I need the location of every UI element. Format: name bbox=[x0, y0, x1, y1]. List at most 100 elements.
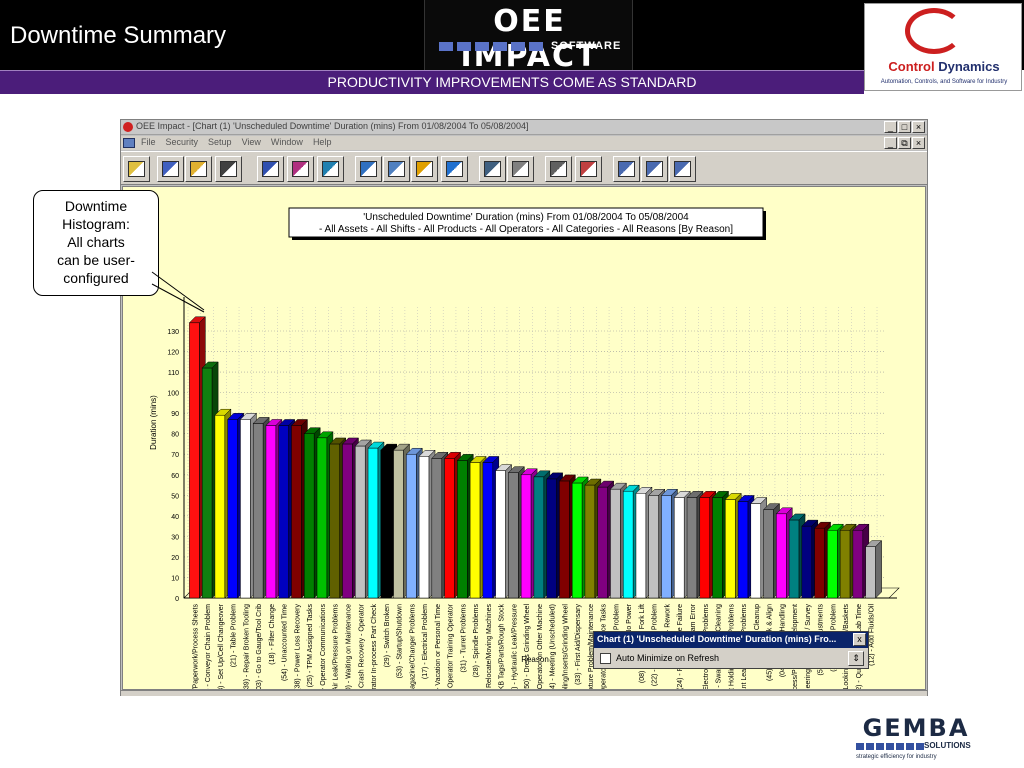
bar-front bbox=[584, 484, 596, 599]
x-tick-label: (33) - First Aid/Dispensary bbox=[575, 604, 582, 685]
bar-front bbox=[610, 488, 621, 599]
x-tick-label: (29) - Switch Broken bbox=[384, 604, 391, 668]
bar-front bbox=[482, 462, 494, 599]
document-icon[interactable] bbox=[123, 138, 135, 148]
y-tick-label: 130 bbox=[167, 329, 179, 336]
auto-minimize-checkbox[interactable] bbox=[600, 653, 611, 664]
window-cascade-button[interactable] bbox=[613, 156, 640, 182]
bar-chart-icon bbox=[162, 161, 179, 177]
child-close-button[interactable]: × bbox=[912, 137, 925, 149]
print-button[interactable] bbox=[545, 156, 572, 182]
bar-front bbox=[431, 458, 443, 599]
x-tick-label: (53) - Startup/Shutdown bbox=[397, 604, 404, 678]
save-icon bbox=[220, 161, 237, 177]
bar-front bbox=[457, 460, 468, 599]
y-tick-label: 110 bbox=[168, 370, 179, 377]
bar-front bbox=[520, 474, 532, 599]
angle-tool-button[interactable] bbox=[355, 156, 382, 182]
blank-page-icon bbox=[512, 161, 529, 177]
arrow-tool-button[interactable] bbox=[441, 156, 468, 182]
table-chart-button[interactable] bbox=[287, 156, 314, 182]
chart-title: 'Unscheduled Downtime' Duration (mins) F… bbox=[363, 212, 689, 223]
bar-front bbox=[495, 470, 506, 599]
save-button[interactable] bbox=[215, 156, 242, 182]
callout-line-2: Histogram: bbox=[62, 216, 130, 232]
popup-close-button[interactable]: x bbox=[853, 633, 866, 646]
x-tick-label: (44) - Rework bbox=[664, 604, 671, 647]
open-folder-button[interactable] bbox=[185, 156, 212, 182]
window-tile-v-button[interactable] bbox=[669, 156, 696, 182]
y-tick-label: 80 bbox=[171, 432, 179, 439]
control-dynamics-logo: Control Dynamics Automation, Controls, a… bbox=[864, 3, 1022, 91]
x-tick-label: (05) - Operator Communications bbox=[320, 604, 327, 689]
open-folder-icon bbox=[190, 161, 207, 177]
child-restore-button[interactable]: ⧉ bbox=[898, 137, 911, 149]
child-minimize-button[interactable]: _ bbox=[884, 137, 897, 149]
cd-logo-tagline: Automation, Controls, and Software for I… bbox=[880, 79, 1008, 85]
bar-side bbox=[875, 540, 882, 599]
menu-view[interactable]: View bbox=[241, 137, 261, 147]
chart-area: 'Unscheduled Downtime' Duration (mins) F… bbox=[122, 186, 926, 744]
bar-front bbox=[406, 453, 417, 599]
bar-front bbox=[329, 443, 340, 599]
popup-title: Chart (1) 'Unscheduled Downtime' Duratio… bbox=[594, 632, 868, 648]
x-tick-label: (40) - Vacation or Personal Time bbox=[435, 604, 442, 689]
app-window: OEE Impact - [Chart (1) 'Unscheduled Dow… bbox=[120, 119, 928, 744]
menu-help[interactable]: Help bbox=[312, 137, 332, 147]
bar-front bbox=[571, 482, 583, 599]
bar-front bbox=[546, 478, 557, 599]
popup-spin-icon[interactable]: ⇕ bbox=[848, 651, 864, 666]
x-axis-label: Reason bbox=[521, 655, 549, 664]
x-tick-label: (25) - TPM Assigned Tasks bbox=[307, 604, 314, 688]
y-tick-label: 20 bbox=[171, 555, 179, 562]
bar-front bbox=[444, 458, 455, 599]
report-button[interactable] bbox=[257, 156, 284, 182]
refresh-icon bbox=[416, 161, 433, 177]
bar-front bbox=[597, 486, 608, 599]
maximize-button[interactable]: □ bbox=[898, 121, 911, 133]
x-tick-label: (54) - Unaccounted Time bbox=[282, 604, 289, 681]
x-tick-label: (03) - Go to Gauge/Tool Crib bbox=[256, 604, 263, 689]
menu-file[interactable]: File bbox=[141, 137, 156, 147]
bar-front bbox=[265, 425, 277, 599]
y-tick-label: 0 bbox=[175, 596, 179, 603]
line-chart-icon bbox=[322, 161, 339, 177]
bar-front bbox=[240, 419, 251, 599]
bar-front bbox=[801, 525, 813, 599]
x-tick-label: (13) - Air Leak/Pressure Problems bbox=[333, 604, 340, 689]
gemba-logo: GEMBA SOLUTIONS strategic efficiency for… bbox=[854, 714, 978, 766]
bar-front bbox=[342, 443, 353, 599]
bar-chart-button[interactable] bbox=[157, 156, 184, 182]
toolbar bbox=[121, 151, 927, 185]
refresh-button[interactable] bbox=[411, 156, 438, 182]
line-chart-button[interactable] bbox=[317, 156, 344, 182]
export-button[interactable] bbox=[575, 156, 602, 182]
y-axis-label: Duration (mins) bbox=[149, 395, 158, 450]
select-button[interactable] bbox=[383, 156, 410, 182]
bar-front bbox=[380, 449, 391, 599]
x-tick-label: (43) - Operator In-process Part Check bbox=[371, 604, 378, 689]
window-tile-h-button[interactable] bbox=[641, 156, 668, 182]
y-tick-label: 100 bbox=[167, 391, 179, 398]
bar-front bbox=[674, 497, 685, 599]
menu-setup[interactable]: Setup bbox=[208, 137, 232, 147]
y-tick-label: 40 bbox=[171, 514, 179, 521]
bar-front bbox=[291, 425, 302, 599]
bar-front bbox=[622, 490, 634, 599]
blank-page-button[interactable] bbox=[507, 156, 534, 182]
bar-front bbox=[278, 425, 289, 599]
gemba-logo-text: GEMBA bbox=[862, 714, 970, 742]
x-tick-label: (02) - Cleanup bbox=[754, 604, 761, 649]
zoom-icon bbox=[484, 161, 501, 177]
minimize-button[interactable]: _ bbox=[884, 121, 897, 133]
menu-window[interactable]: Window bbox=[270, 137, 303, 147]
wizard-button[interactable] bbox=[123, 156, 150, 182]
menu-security[interactable]: Security bbox=[165, 137, 199, 147]
cd-logo-dynamics: Dynamics bbox=[938, 59, 1000, 74]
bar-front bbox=[355, 445, 366, 599]
bar-front bbox=[227, 419, 238, 599]
zoom-button[interactable] bbox=[479, 156, 506, 182]
close-button[interactable]: × bbox=[912, 121, 925, 133]
y-tick-label: 10 bbox=[171, 575, 179, 582]
